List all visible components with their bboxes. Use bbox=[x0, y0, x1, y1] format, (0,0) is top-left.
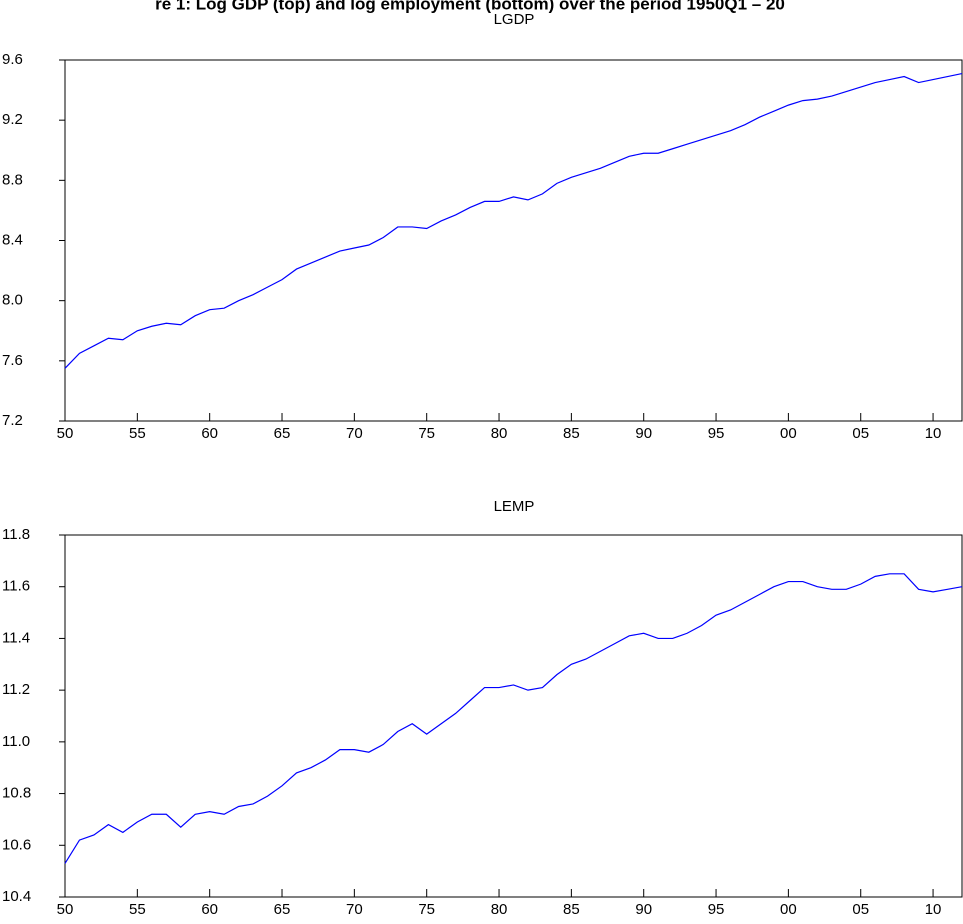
x-tick-label: 80 bbox=[491, 901, 508, 918]
y-tick-label: 11.0 bbox=[2, 733, 30, 750]
y-tick-label: 10.4 bbox=[2, 888, 31, 905]
y-tick-label: 9.2 bbox=[2, 111, 23, 128]
x-tick-label: 65 bbox=[274, 425, 291, 442]
x-tick-label: 85 bbox=[563, 901, 580, 918]
x-tick-label: 70 bbox=[346, 901, 363, 918]
y-tick-label: 8.8 bbox=[2, 171, 23, 188]
x-tick-label: 85 bbox=[563, 425, 580, 442]
x-tick-label: 75 bbox=[418, 901, 435, 918]
x-tick-label: 55 bbox=[129, 425, 146, 442]
x-tick-label: 10 bbox=[925, 901, 942, 918]
chart-title: LGDP bbox=[494, 11, 535, 28]
x-tick-label: 05 bbox=[852, 425, 869, 442]
y-tick-label: 9.6 bbox=[2, 51, 23, 68]
y-tick-label: 7.6 bbox=[2, 352, 23, 369]
chart-title: LEMP bbox=[494, 498, 535, 515]
x-tick-label: 05 bbox=[852, 901, 869, 918]
x-tick-label: 95 bbox=[708, 425, 725, 442]
y-tick-label: 10.8 bbox=[2, 785, 31, 802]
data-line bbox=[64, 573, 963, 864]
x-tick-label: 75 bbox=[418, 425, 435, 442]
x-tick-label: 10 bbox=[925, 425, 942, 442]
x-tick-label: 00 bbox=[780, 425, 797, 442]
y-tick-label: 11.4 bbox=[2, 629, 30, 646]
x-tick-label: 80 bbox=[491, 425, 508, 442]
y-tick-label: 11.8 bbox=[2, 526, 30, 543]
x-tick-label: 55 bbox=[129, 901, 146, 918]
y-tick-label: 8.4 bbox=[2, 231, 23, 248]
y-tick-label: 8.0 bbox=[2, 292, 23, 309]
x-tick-label: 60 bbox=[201, 901, 218, 918]
x-tick-label: 90 bbox=[635, 425, 652, 442]
plot-frame bbox=[64, 534, 963, 898]
x-tick-label: 95 bbox=[708, 901, 725, 918]
y-tick-label: 11.6 bbox=[2, 578, 30, 595]
x-tick-label: 60 bbox=[201, 425, 218, 442]
plot-frame bbox=[64, 59, 963, 422]
y-tick-label: 7.2 bbox=[2, 412, 23, 429]
y-tick-label: 11.2 bbox=[2, 681, 30, 698]
x-tick-label: 50 bbox=[57, 901, 74, 918]
x-tick-label: 70 bbox=[346, 425, 363, 442]
figure-caption: re 1: Log GDP (top) and log employment (… bbox=[155, 0, 785, 13]
x-tick-label: 65 bbox=[274, 901, 291, 918]
y-tick-label: 10.6 bbox=[2, 836, 31, 853]
x-tick-label: 50 bbox=[57, 425, 74, 442]
x-tick-label: 90 bbox=[635, 901, 652, 918]
data-line bbox=[64, 72, 963, 369]
x-tick-label: 00 bbox=[780, 901, 797, 918]
